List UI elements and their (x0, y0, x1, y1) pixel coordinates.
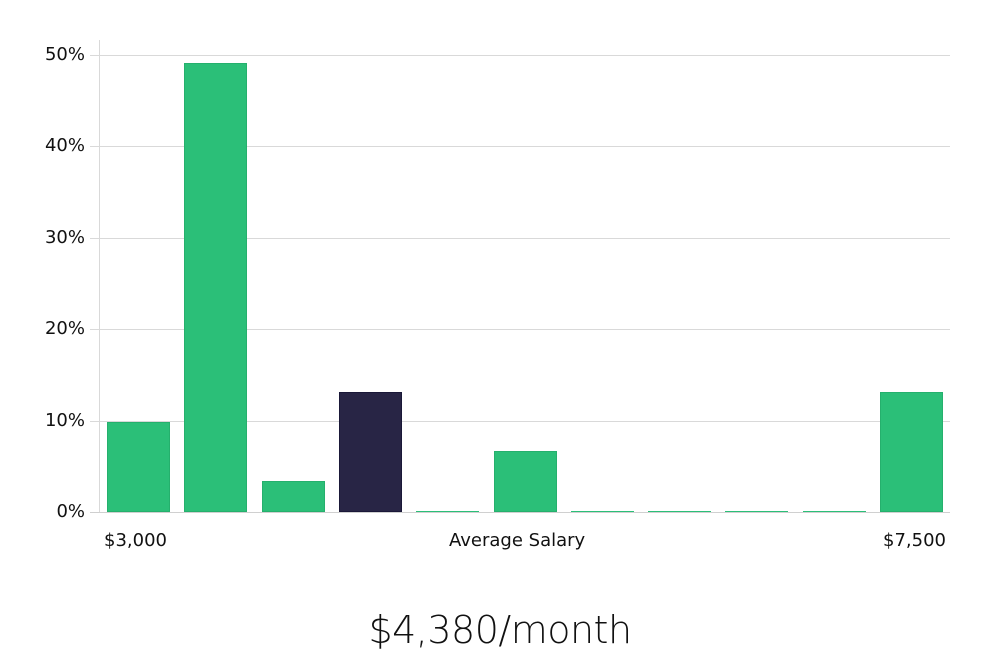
gridline (90, 421, 950, 422)
y-tick-label: 10% (44, 410, 85, 431)
bar (184, 63, 247, 512)
y-tick-label: 30% (44, 227, 85, 248)
salary-histogram: 0% 10% 20% 30% 40% 50% $3,000 Average Salary … (44, 40, 950, 551)
bar (880, 392, 943, 512)
bar (648, 510, 711, 512)
bar-highlighted (339, 392, 402, 512)
bar (416, 510, 479, 512)
y-tick-label: 0% (56, 501, 85, 522)
x-axis-line (99, 512, 950, 513)
bar (262, 480, 325, 512)
bar (725, 510, 788, 512)
y-tick-label: 40% (44, 135, 85, 156)
bar (571, 510, 634, 512)
x-axis-title: Average Salary (449, 530, 586, 551)
bar (107, 422, 170, 512)
bar (803, 510, 866, 512)
gridline (90, 55, 950, 56)
tick-mark (90, 512, 100, 513)
y-tick-label: 50% (44, 44, 85, 65)
y-axis-line (99, 40, 100, 513)
bar (494, 450, 557, 512)
gridline (90, 238, 950, 239)
x-min-label: $3,000 (104, 530, 167, 551)
gridline (90, 146, 950, 147)
gridline (90, 329, 950, 330)
y-tick-label: 20% (44, 318, 85, 339)
average-salary-headline: $4,380/month (368, 608, 632, 652)
x-max-label: $7,500 (883, 530, 946, 551)
